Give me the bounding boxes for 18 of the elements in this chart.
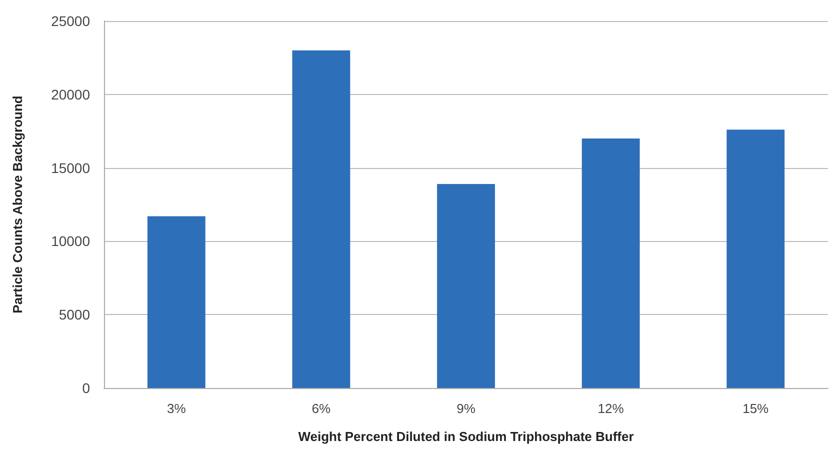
x-tick-label: 6%	[312, 401, 332, 416]
bar	[437, 184, 495, 388]
y-tick-label: 0	[82, 380, 90, 396]
bar	[726, 130, 785, 388]
y-tick-label: 20000	[51, 86, 90, 102]
x-tick-label: 9%	[456, 401, 476, 416]
bar	[147, 216, 206, 388]
y-tick-label: 25000	[51, 13, 90, 29]
x-axis-title: Weight Percent Diluted in Sodium Triphosphate Buffer	[298, 429, 634, 444]
x-tick-label: 3%	[167, 401, 186, 416]
y-tick-label: 5000	[58, 306, 90, 323]
y-axis-title: Particle Counts Above Background	[10, 96, 25, 314]
y-tick-label: 15000	[51, 160, 90, 176]
bar	[292, 50, 350, 388]
x-tick-label: 12%	[598, 401, 624, 416]
bar	[582, 138, 640, 388]
x-tick-label: 15%	[742, 401, 770, 416]
y-tick-label: 10000	[51, 233, 90, 250]
